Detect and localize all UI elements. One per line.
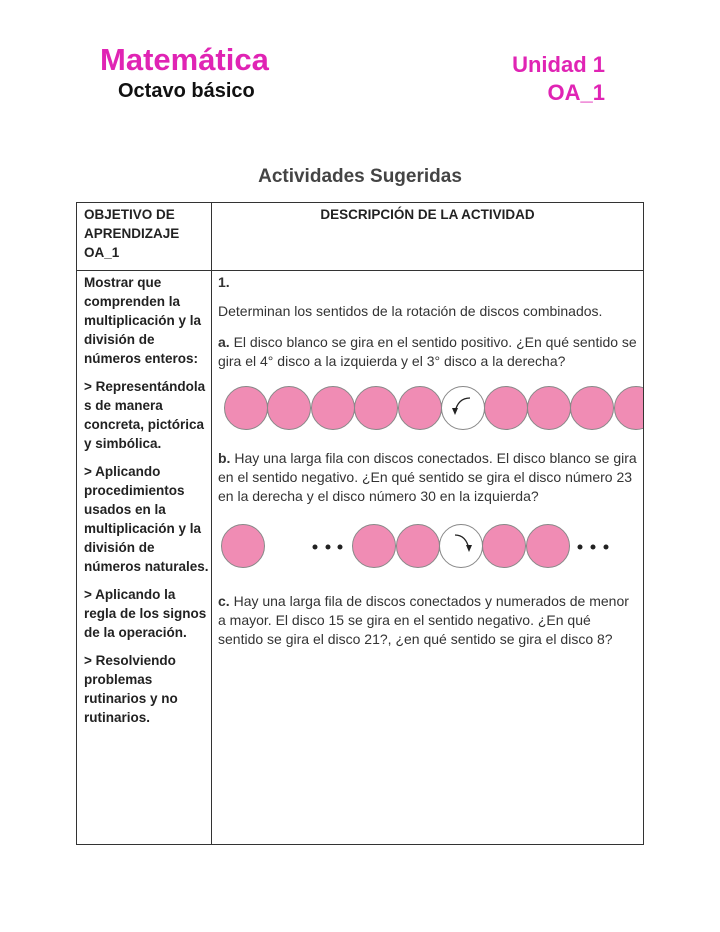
objective-item: > Aplicando la regla de los signos de la… (84, 587, 207, 640)
page-title: Matemática (100, 42, 269, 77)
pink-disc (570, 386, 614, 430)
activity-number: 1. (218, 274, 230, 290)
activities-table: OBJETIVO DE APRENDIZAJE OA_1 DESCRIPCIÓN… (76, 202, 644, 845)
ellipsis-dot (577, 544, 583, 550)
ellipsis-dot (312, 544, 318, 550)
ellipsis-dot (590, 544, 596, 550)
pink-disc (526, 524, 570, 568)
ellipsis-dot (337, 544, 343, 550)
pink-disc (614, 386, 643, 430)
column-divider (211, 203, 212, 844)
arrowhead-icon (452, 408, 458, 415)
objective-item: > Aplicando procedimientos usados en la … (84, 464, 209, 574)
pink-disc (482, 524, 526, 568)
item-b: b. Hay una larga fila con discos conecta… (218, 450, 637, 504)
oa-label: OA_1 (547, 80, 605, 105)
row-divider (77, 270, 643, 271)
pink-disc (311, 386, 355, 430)
pink-disc (354, 386, 398, 430)
section-title: Actividades Sugeridas (258, 166, 462, 187)
item-c: c. Hay una larga fila de discos conectad… (218, 593, 629, 647)
pink-disc (398, 386, 442, 430)
white-disc (441, 386, 485, 430)
ellipsis-dot (603, 544, 609, 550)
ellipsis-dot (325, 544, 331, 550)
white-disc (439, 524, 483, 568)
pink-disc (352, 524, 396, 568)
arrowhead-icon (466, 545, 472, 552)
objective-item: > Resolviendo problemas rutinarios y no … (84, 653, 178, 725)
activity-intro: Determinan los sentidos de la rotación d… (218, 303, 603, 319)
objective-item: > Representándola s de manera concreta, … (84, 379, 206, 451)
item-a: a. El disco blanco se gira en el sentido… (218, 334, 637, 369)
course-level: Octavo básico (118, 80, 255, 102)
objective-header: OBJETIVO DE APRENDIZAJE OA_1 (84, 207, 180, 260)
pink-disc (527, 386, 571, 430)
pink-disc (224, 386, 268, 430)
disc-group (221, 386, 643, 568)
pink-disc (484, 386, 528, 430)
description-header: DESCRIPCIÓN DE LA ACTIVIDAD (320, 207, 535, 222)
objective-item: Mostrar que comprenden la multiplicación… (84, 275, 202, 366)
unit-label: Unidad 1 (512, 52, 605, 77)
pink-disc (221, 524, 265, 568)
pink-disc (267, 386, 311, 430)
objectives-cell: Mostrar que comprenden la multiplicación… (84, 273, 210, 736)
pink-disc (396, 524, 440, 568)
